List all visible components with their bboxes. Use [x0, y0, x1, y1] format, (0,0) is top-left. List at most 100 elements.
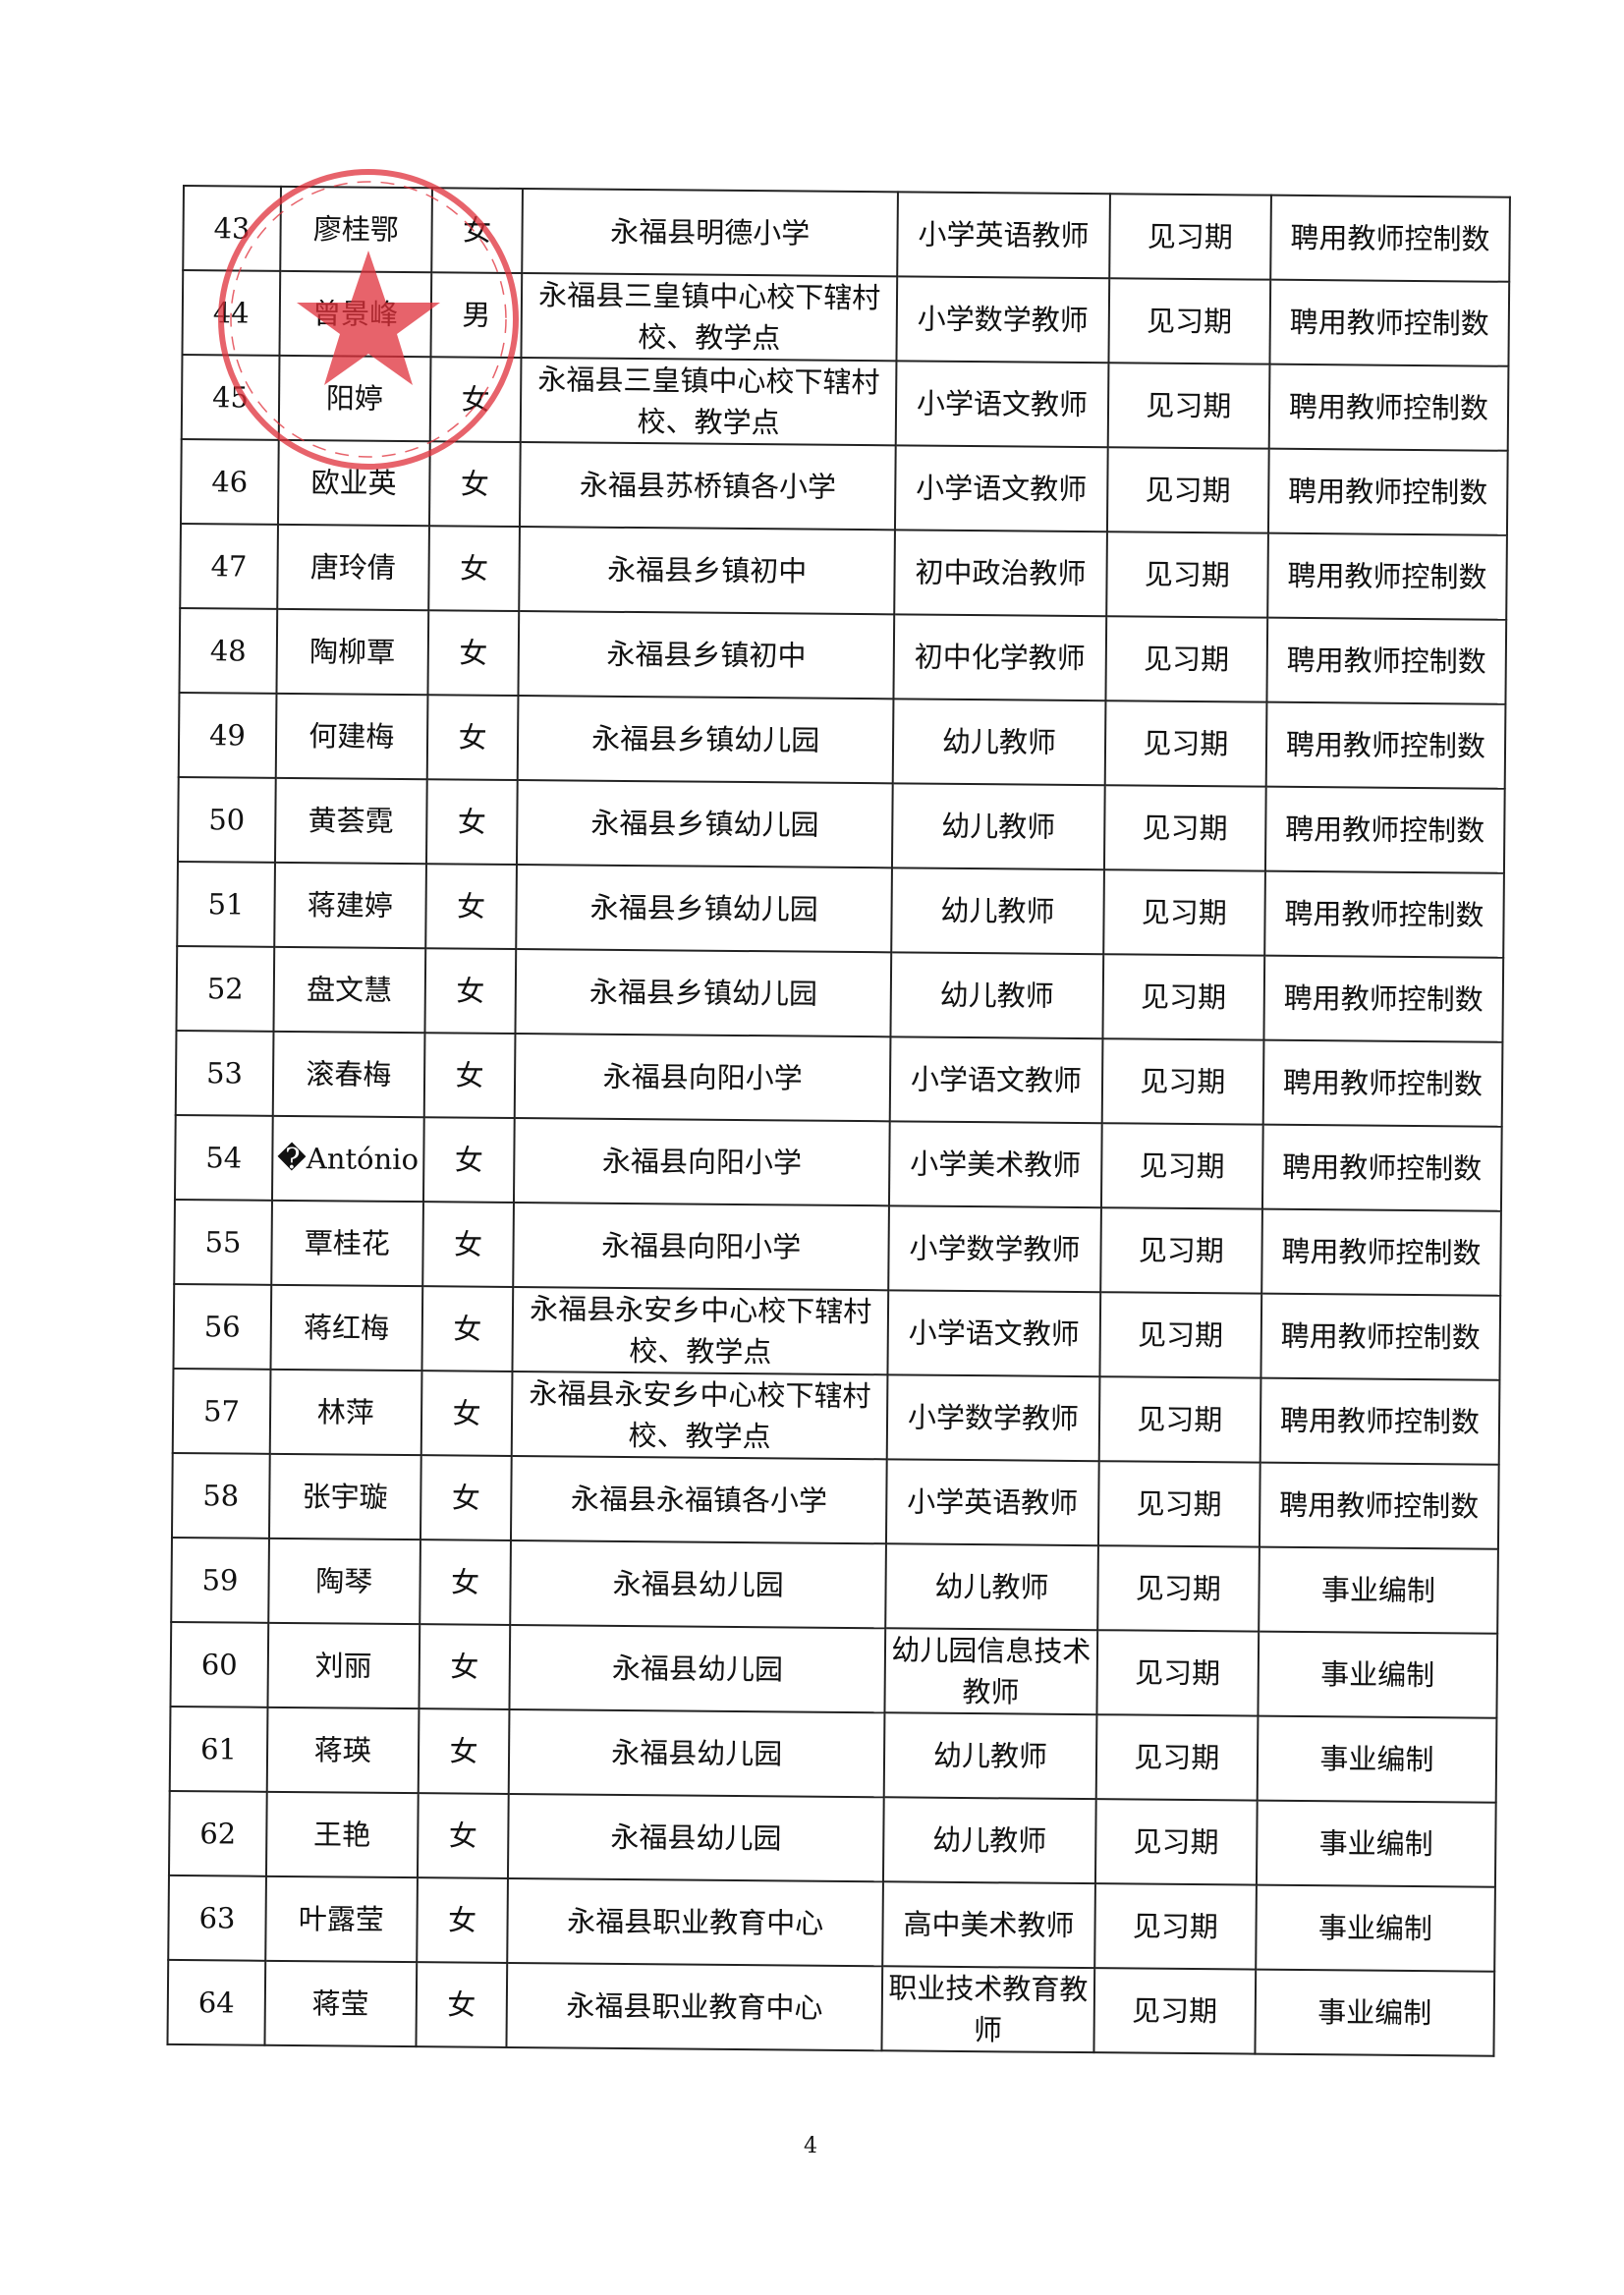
- teacher-table: 43 廖桂鄂女永福县明德小学 小学英语教师 见习期 聘用教师控制数 44 曾景峰男永福县三皇…: [166, 185, 1510, 2057]
- cell-no: 45: [181, 355, 280, 440]
- table-row: 62 王艳女永福县幼儿园 幼儿教师 见习期 事业编制: [168, 1790, 1496, 1887]
- cell-no: 52: [176, 945, 274, 1032]
- cell-stage: 见习期: [1097, 1461, 1260, 1547]
- cell-post: 职业技术教育教师: [881, 1966, 1094, 2053]
- table-row: 45 阳婷女永福县三皇镇中心校下辖村校、教学点 小学语文教师 见习期 聘用教师控制数: [181, 355, 1509, 451]
- cell-school: 永福县明德小学: [522, 189, 898, 277]
- cell-post: 小学语文教师: [895, 361, 1109, 448]
- table-row: 48 陶柳覃女永福县乡镇初中 初中化学教师 见习期 聘用教师控制数: [179, 607, 1507, 704]
- cell-type: 聘用教师控制数: [1267, 448, 1508, 535]
- cell-no: 55: [174, 1199, 272, 1285]
- cell-name: 蒋红梅: [270, 1284, 422, 1371]
- table-row: 44 曾景峰男永福县三皇镇中心校下辖村校、教学点 小学数学教师 见习期 聘用教师控制数: [182, 270, 1510, 366]
- cell-type: 事业编制: [1256, 1800, 1496, 1887]
- cell-stage: 见习期: [1096, 1545, 1260, 1632]
- cell-stage: 见习期: [1102, 954, 1264, 1040]
- cell-post: 幼儿教师: [890, 952, 1103, 1039]
- cell-school: 永福县三皇镇中心校下辖村校、教学点: [521, 273, 898, 362]
- table-row: 46 欧业英女永福县苏桥镇各小学 小学语文教师 见习期 聘用教师控制数: [180, 438, 1508, 535]
- table-row: 56 蒋红梅女永福县永安乡中心校下辖村校、教学点 小学语文教师 见习期 聘用教师控制数: [173, 1283, 1501, 1380]
- cell-school: 永福县向阳小学: [513, 1202, 889, 1291]
- cell-school: 永福县永安乡中心校下辖村校、教学点: [512, 1371, 888, 1460]
- cell-post: 小学语文教师: [889, 1036, 1103, 1124]
- cell-stage: 见习期: [1096, 1630, 1259, 1716]
- cell-name: 黄荟霓: [274, 777, 427, 865]
- cell-gender: 女: [421, 1286, 514, 1371]
- cell-type: 聘用教师控制数: [1259, 1462, 1499, 1549]
- cell-post: 小学语文教师: [894, 445, 1108, 532]
- cell-type: 聘用教师控制数: [1260, 1377, 1500, 1465]
- cell-no: 50: [177, 776, 276, 863]
- cell-stage: 见习期: [1105, 616, 1267, 702]
- cell-stage: 见习期: [1108, 278, 1270, 364]
- table-row: 43 廖桂鄂女永福县明德小学 小学英语教师 见习期 聘用教师控制数: [183, 186, 1510, 282]
- cell-name: 滚春梅: [272, 1031, 425, 1118]
- cell-type: 聘用教师控制数: [1269, 279, 1510, 366]
- cell-school: 永福县向阳小学: [514, 1117, 890, 1206]
- cell-school: 永福县三皇镇中心校下辖村校、教学点: [521, 358, 897, 446]
- cell-type: 聘用教师控制数: [1269, 195, 1510, 282]
- cell-name: 陶琴: [267, 1538, 420, 1625]
- cell-post: 小学语文教师: [887, 1290, 1100, 1377]
- table-row: 59 陶琴女永福县幼儿园 幼儿教师 见习期 事业编制: [171, 1537, 1498, 1634]
- cell-post: 小学数学教师: [896, 276, 1109, 364]
- cell-stage: 见习期: [1107, 363, 1270, 449]
- cell-no: 63: [168, 1875, 266, 1961]
- table-row: 58 张宇璇女永福县永福镇各小学 小学英语教师 见习期 聘用教师控制数: [171, 1452, 1499, 1549]
- cell-no: 47: [180, 523, 278, 609]
- table-row: 57 林萍女永福县永安乡中心校下辖村校、教学点 小学数学教师 见习期 聘用教师控制数: [172, 1368, 1500, 1465]
- cell-gender: 女: [427, 526, 521, 612]
- cell-name: 刘丽: [267, 1622, 420, 1709]
- table-row: 52 盘文慧女永福县乡镇幼儿园 幼儿教师 见习期 聘用教师控制数: [176, 945, 1504, 1042]
- cell-type: 聘用教师控制数: [1266, 532, 1507, 620]
- cell-name: 何建梅: [275, 693, 428, 780]
- cell-gender: 女: [417, 1793, 510, 1878]
- cell-name: 盘文慧: [273, 946, 425, 1034]
- cell-gender: 女: [421, 1202, 515, 1287]
- cell-post: 幼儿教师: [883, 1712, 1097, 1800]
- cell-no: 58: [171, 1452, 270, 1539]
- cell-stage: 见习期: [1105, 532, 1268, 618]
- cell-no: 44: [182, 270, 281, 356]
- table-row: 54 �António 女永福县向阳小学 小学美术教师 见习期 聘用教师控制数: [174, 1114, 1502, 1211]
- cell-post: 幼儿教师: [892, 699, 1106, 786]
- cell-post: 小学数学教师: [886, 1374, 1100, 1462]
- cell-school: 永福县乡镇幼儿园: [515, 948, 892, 1037]
- table-row: 51 蒋建婷女永福县乡镇幼儿园 幼儿教师 见习期 聘用教师控制数: [177, 861, 1504, 958]
- cell-name: 覃桂花: [270, 1200, 423, 1287]
- cell-gender: 女: [423, 1033, 516, 1118]
- cell-school: 永福县苏桥镇各小学: [520, 442, 896, 531]
- cell-gender: 女: [424, 948, 517, 1034]
- cell-no: 46: [180, 438, 279, 525]
- cell-type: 事业编制: [1255, 1884, 1495, 1972]
- cell-stage: 见习期: [1106, 447, 1269, 533]
- cell-type: 聘用教师控制数: [1261, 1124, 1502, 1211]
- cell-school: 永福县幼儿园: [508, 1793, 884, 1882]
- cell-name: 王艳: [265, 1791, 419, 1878]
- cell-school: 永福县乡镇幼儿园: [517, 779, 893, 868]
- cell-gender: 女: [429, 357, 522, 443]
- cell-gender: 男: [430, 272, 523, 359]
- table-row: 63 叶露莹女永福县职业教育中心 高中美术教师 见习期 事业编制: [168, 1875, 1495, 1972]
- cell-stage: 见习期: [1104, 700, 1267, 787]
- cell-post: 初中政治教师: [894, 530, 1107, 617]
- cell-gender: 女: [419, 1539, 512, 1625]
- cell-stage: 见习期: [1093, 1968, 1256, 2054]
- cell-school: 永福县向阳小学: [515, 1033, 891, 1122]
- cell-school: 永福县乡镇幼儿园: [516, 864, 892, 953]
- cell-post: 幼儿教师: [885, 1543, 1098, 1631]
- cell-school: 永福县乡镇幼儿园: [518, 696, 894, 784]
- cell-type: 事业编制: [1258, 1546, 1498, 1634]
- cell-name: 林萍: [269, 1369, 422, 1456]
- cell-post: 小学英语教师: [897, 192, 1110, 279]
- cell-type: 聘用教师控制数: [1260, 1208, 1501, 1296]
- cell-name: 阳婷: [278, 355, 431, 442]
- cell-no: 59: [171, 1537, 269, 1623]
- cell-gender: 女: [430, 188, 524, 274]
- cell-no: 53: [175, 1030, 274, 1116]
- cell-gender: 女: [420, 1455, 513, 1540]
- cell-type: 聘用教师控制数: [1262, 1039, 1503, 1127]
- cell-gender: 女: [418, 1708, 510, 1794]
- cell-school: 永福县永福镇各小学: [511, 1455, 887, 1544]
- cell-post: 幼儿教师: [891, 868, 1104, 955]
